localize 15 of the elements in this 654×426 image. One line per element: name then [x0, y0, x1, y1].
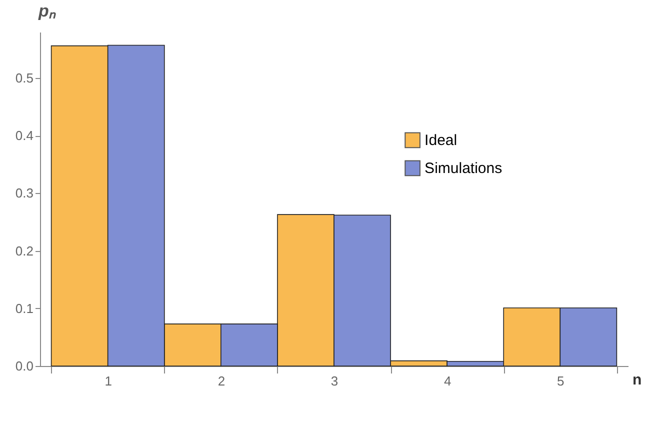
y-tick-label: 0.4	[15, 128, 34, 144]
x-tick-label: 2	[218, 374, 226, 388]
x-tick-label: 1	[104, 374, 112, 388]
y-axis-title: pₙ	[38, 2, 57, 20]
y-tick-label: 0.2	[15, 243, 34, 258]
legend-label: Simulations	[424, 160, 502, 178]
x-tick-label: 4	[444, 374, 452, 388]
x-tick-label: 3	[330, 374, 338, 388]
y-tick-label: 0.0	[15, 358, 34, 374]
x-axis-title: n	[632, 372, 642, 388]
legend-label: Ideal	[424, 132, 458, 150]
y-tick-label: 0.1	[15, 300, 34, 316]
x-tick-label: 5	[557, 374, 564, 388]
y-tick-label: 0.5	[15, 70, 34, 86]
y-tick-label: 0.3	[15, 186, 34, 201]
